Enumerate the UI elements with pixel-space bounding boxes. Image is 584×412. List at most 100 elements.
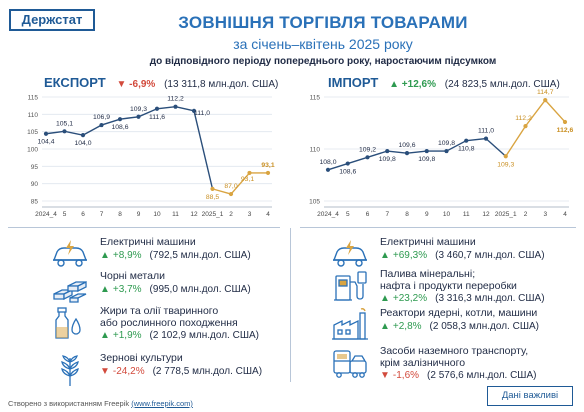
x-tick-label: 8 <box>405 211 409 218</box>
data-point <box>385 148 390 154</box>
data-point <box>543 98 548 103</box>
item-amount: (2 778,5 млн.дол. США) <box>152 366 263 377</box>
data-point <box>154 106 160 111</box>
item-amount: (2 576,6 млн.дол. США) <box>427 370 537 381</box>
data-label: 111,0 <box>194 110 210 117</box>
item-label-line: або рослинного походження <box>100 317 238 329</box>
down-arrow-icon: ▼ <box>380 370 390 381</box>
data-label: 111,0 <box>478 128 494 135</box>
up-arrow-icon: ▲ <box>100 330 110 341</box>
x-tick-label: 9 <box>137 211 141 218</box>
data-point <box>365 155 370 160</box>
data-label: 109,3 <box>497 161 514 168</box>
data-point <box>325 167 331 172</box>
data-label: 112,2 <box>167 96 184 103</box>
data-point <box>173 104 178 109</box>
footer-link[interactable]: (www.freepik.com) <box>131 399 193 408</box>
export-divider <box>8 227 280 228</box>
item-label-line: Чорні метали <box>100 270 165 282</box>
x-tick-label: 2025_1 <box>202 211 224 218</box>
down-arrow-icon: ▼ <box>100 366 110 377</box>
trade-item: Реактори ядерні, котли, машини ▲ +2,8% (2 0… <box>330 307 584 347</box>
wheat-icon <box>50 352 90 388</box>
item-stats: ▼ -1,6% (2 576,6 млн.дол. США) <box>380 370 536 381</box>
data-point <box>265 170 271 176</box>
item-change: +2,8% <box>392 321 422 332</box>
x-tick-label: 12 <box>482 211 490 218</box>
up-arrow-icon: ▲ <box>380 321 390 332</box>
import-header: ІМПОРТ ▲ +12,6% (24 823,5 млн.дол. США) <box>328 75 560 90</box>
data-label: 108,0 <box>319 159 336 166</box>
trade-item: Електричні машини ▲ +69,3% (3 460,7 млн.дол… <box>330 236 584 276</box>
data-label: 106,9 <box>93 114 110 121</box>
data-label: 110,8 <box>458 146 475 153</box>
data-label: 108,6 <box>111 124 128 131</box>
x-tick-label: 9 <box>425 211 429 218</box>
data-label: 93,1 <box>261 162 274 169</box>
data-point <box>62 129 67 134</box>
item-label-line: Зернові культури <box>100 352 183 364</box>
item-amount: (792,5 млн.дол. США) <box>149 250 251 261</box>
data-point <box>117 117 123 122</box>
item-label: Палива мінеральні; нафта і продукти перер… <box>380 268 517 292</box>
y-tick-label: 105 <box>27 129 38 136</box>
export-title: ЕКСПОРТ <box>44 75 106 90</box>
data-point <box>247 170 252 176</box>
data-point <box>345 161 350 166</box>
data-label: 108,6 <box>339 169 356 176</box>
import-divider <box>300 227 576 228</box>
footer-text: Створено з використанням Freepik <box>8 399 132 408</box>
fuel-pump-icon <box>330 268 370 304</box>
trade-item: Електричні машини ▲ +8,9% (792,5 млн.дол. С… <box>50 236 310 276</box>
item-label: Засоби наземного транспорту, крім залізни… <box>380 345 528 369</box>
x-tick-label: 6 <box>81 211 85 218</box>
export-change: ▼ -6,9% <box>116 79 156 90</box>
up-arrow-icon: ▲ <box>380 293 390 304</box>
item-amount: (3 316,3 млн.дол. США) <box>435 293 545 304</box>
import-title: ІМПОРТ <box>328 75 379 90</box>
x-tick-label: 6 <box>366 211 370 218</box>
x-tick-label: 2024_4 <box>35 211 57 218</box>
important-data-badge[interactable]: Дані важливі <box>487 386 573 406</box>
item-change: -24,2% <box>112 366 145 377</box>
import-change: ▲ +12,6% <box>389 79 436 90</box>
x-tick-label: 8 <box>118 211 122 218</box>
item-change: +23,2% <box>392 293 428 304</box>
x-tick-label: 3 <box>543 211 547 218</box>
item-stats: ▲ +3,7% (995,0 млн.дол. США) <box>100 284 251 295</box>
up-arrow-icon: ▲ <box>380 250 390 261</box>
data-point <box>464 138 469 143</box>
data-point <box>483 136 489 141</box>
item-change: +8,9% <box>112 250 142 261</box>
x-tick-label: 2025_1 <box>495 211 517 218</box>
x-tick-label: 2 <box>524 211 528 218</box>
factory-icon <box>330 307 370 343</box>
data-point <box>43 131 49 136</box>
x-tick-label: 4 <box>266 211 270 218</box>
item-label: Електричні машини <box>100 236 196 248</box>
y-tick-label: 95 <box>31 164 39 171</box>
export-total: (13 311,8 млн.дол. США) <box>164 79 279 90</box>
electric-car-icon <box>50 236 90 272</box>
item-amount: (995,0 млн.дол. США) <box>149 284 251 295</box>
y-tick-label: 115 <box>310 95 321 102</box>
x-tick-label: 5 <box>63 211 67 218</box>
item-label-line: крім залізничного <box>380 357 466 369</box>
y-tick-label: 110 <box>310 147 321 154</box>
x-tick-label: 10 <box>443 211 451 218</box>
y-tick-label: 90 <box>31 181 39 188</box>
y-tick-label: 105 <box>309 199 320 206</box>
item-label: Реактори ядерні, котли, машини <box>380 307 537 319</box>
trade-item: Палива мінеральні; нафта і продукти перер… <box>330 268 584 308</box>
metal-bars-icon <box>50 270 90 306</box>
vehicles-icon <box>330 345 370 381</box>
data-point <box>80 133 86 138</box>
data-label: 93,1 <box>241 176 254 183</box>
trade-item: Жири та олії тваринного або рослинного по… <box>50 305 310 345</box>
item-stats: ▲ +8,9% (792,5 млн.дол. США) <box>100 250 251 261</box>
item-label-line: Жири та олії тваринного <box>100 305 219 317</box>
footer-credit: Створено з використанням Freepik (www.fr… <box>8 399 193 408</box>
data-label: 109,8 <box>438 140 455 147</box>
item-label-line: Палива мінеральні; <box>380 268 476 280</box>
x-tick-label: 2 <box>229 211 233 218</box>
